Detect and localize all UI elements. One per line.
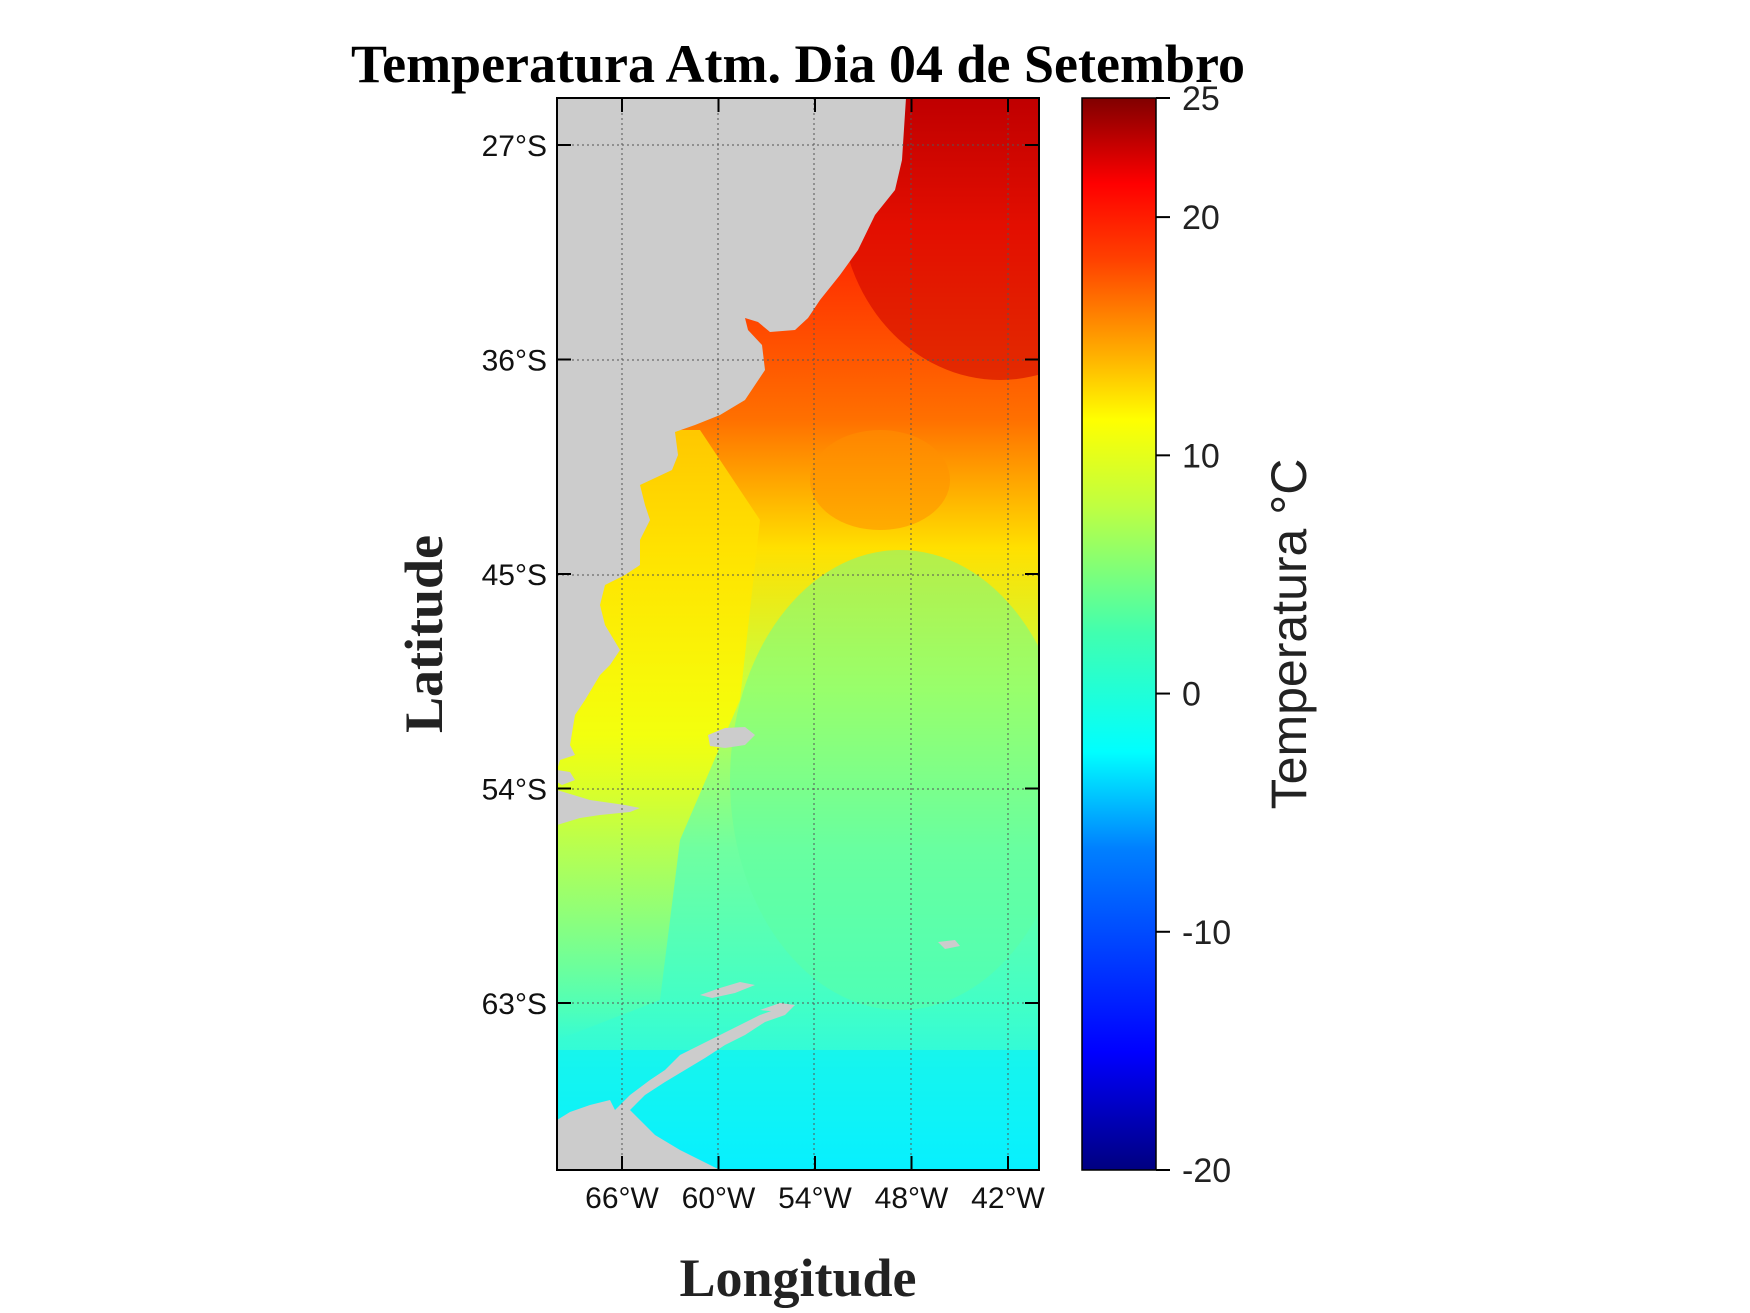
land-small-island — [557, 770, 575, 785]
y-axis-label: Latitude — [394, 535, 454, 733]
x-axis-label: Longitude — [679, 1248, 916, 1308]
colorbar-tick-label: -20 — [1182, 1152, 1231, 1190]
x-axis-ticks: 66°W 60°W 54°W 48°W 42°W — [585, 98, 1046, 1215]
x-tick-label: 48°W — [875, 1182, 949, 1215]
land-tierra-del-fuego — [557, 790, 640, 825]
colorbar-bar — [1081, 97, 1157, 1171]
map-frame — [556, 97, 1040, 1171]
land-shetland-islands — [700, 982, 755, 998]
warm-eddy — [810, 430, 950, 530]
colorbar-tick-label: -10 — [1182, 914, 1231, 952]
y-axis-ticks: 27°S 36°S 45°S 54°S 63°S — [482, 130, 1039, 1021]
cool-open-ocean — [730, 550, 1039, 1010]
gridlines — [557, 98, 1039, 1170]
land-south-america — [557, 98, 906, 770]
y-tick-label: 63°S — [482, 988, 547, 1021]
land-ice-fragment — [760, 1003, 795, 1012]
x-tick-label: 54°W — [778, 1182, 852, 1215]
colorbar-label: Temperatura °C — [1261, 459, 1317, 810]
land-antarctic-peninsula — [557, 1005, 795, 1170]
x-tick-label: 66°W — [585, 1182, 659, 1215]
y-tick-label: 45°S — [482, 559, 547, 592]
y-tick-label: 54°S — [482, 774, 547, 807]
x-tick-label: 42°W — [971, 1182, 1045, 1215]
map-area — [557, 98, 1039, 1170]
colorbar-ticks: 25 20 10 0 -10 -20 — [1156, 80, 1231, 1190]
y-tick-label: 36°S — [482, 345, 547, 378]
colorbar-tick-label: 20 — [1182, 199, 1220, 237]
chart-title: Temperatura Atm. Dia 04 de Setembro — [351, 34, 1245, 94]
colorbar-tick-label: 10 — [1182, 437, 1220, 475]
colorbar: 25 20 10 0 -10 -20 Temperatura °C — [1081, 80, 1317, 1190]
x-tick-label: 60°W — [682, 1182, 756, 1215]
y-tick-label: 27°S — [482, 130, 547, 163]
colorbar-tick-label: 25 — [1182, 80, 1220, 118]
land-small-islet — [938, 940, 960, 949]
colorbar-tick-label: 0 — [1182, 676, 1201, 714]
land-falkland-islands — [708, 727, 755, 748]
